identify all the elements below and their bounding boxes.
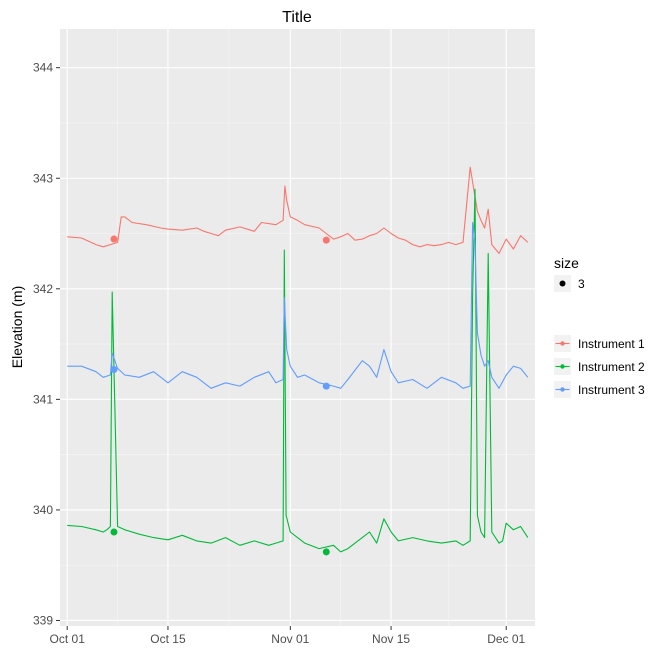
data-point bbox=[110, 235, 118, 243]
y-axis: 339 340 341 342 343 344 bbox=[33, 61, 60, 627]
plot-panel bbox=[60, 29, 535, 626]
color-legend: Instrument 1 Instrument 2 Instrument 3 bbox=[554, 335, 645, 398]
legend-label-instrument-3: Instrument 3 bbox=[578, 383, 645, 397]
x-tick-label: Nov 01 bbox=[271, 632, 309, 646]
size-legend-label: 3 bbox=[578, 277, 585, 291]
legend-key-dot bbox=[560, 364, 565, 369]
grid-minor bbox=[60, 29, 535, 626]
size-legend-title: size bbox=[554, 255, 579, 271]
legend-key-dot bbox=[560, 387, 565, 392]
size-legend-dot bbox=[559, 280, 566, 287]
x-tick-label: Oct 15 bbox=[150, 632, 186, 646]
legend-key-dot bbox=[560, 341, 565, 346]
data-point bbox=[110, 366, 118, 374]
data-point bbox=[322, 382, 330, 390]
data-point bbox=[322, 548, 330, 556]
chart-title: Title bbox=[282, 9, 312, 26]
y-tick-label: 342 bbox=[33, 282, 53, 296]
y-tick-label: 341 bbox=[33, 392, 53, 406]
series-line-instrument-1 bbox=[67, 166, 529, 254]
data-point bbox=[322, 236, 330, 244]
y-tick-label: 344 bbox=[33, 61, 53, 75]
points-layer bbox=[110, 235, 330, 556]
y-tick-label: 339 bbox=[33, 613, 53, 627]
series-line-instrument-3 bbox=[67, 221, 529, 389]
y-axis-title: Elevation (m) bbox=[9, 286, 25, 368]
y-tick-label: 343 bbox=[33, 171, 53, 185]
size-legend: size 3 bbox=[554, 255, 585, 292]
x-tick-label: Dec 01 bbox=[487, 632, 525, 646]
legend-label-instrument-2: Instrument 2 bbox=[578, 360, 645, 374]
legend-label-instrument-1: Instrument 1 bbox=[578, 337, 645, 351]
y-tick-label: 340 bbox=[33, 503, 53, 517]
series-layer bbox=[67, 166, 529, 553]
x-axis: Oct 01 Oct 15 Nov 01 Nov 15 Dec 01 bbox=[50, 626, 526, 646]
x-tick-label: Oct 01 bbox=[50, 632, 86, 646]
series-line-instrument-2 bbox=[67, 188, 529, 553]
x-tick-label: Nov 15 bbox=[372, 632, 410, 646]
data-point bbox=[110, 528, 118, 536]
grid-major bbox=[60, 29, 535, 626]
